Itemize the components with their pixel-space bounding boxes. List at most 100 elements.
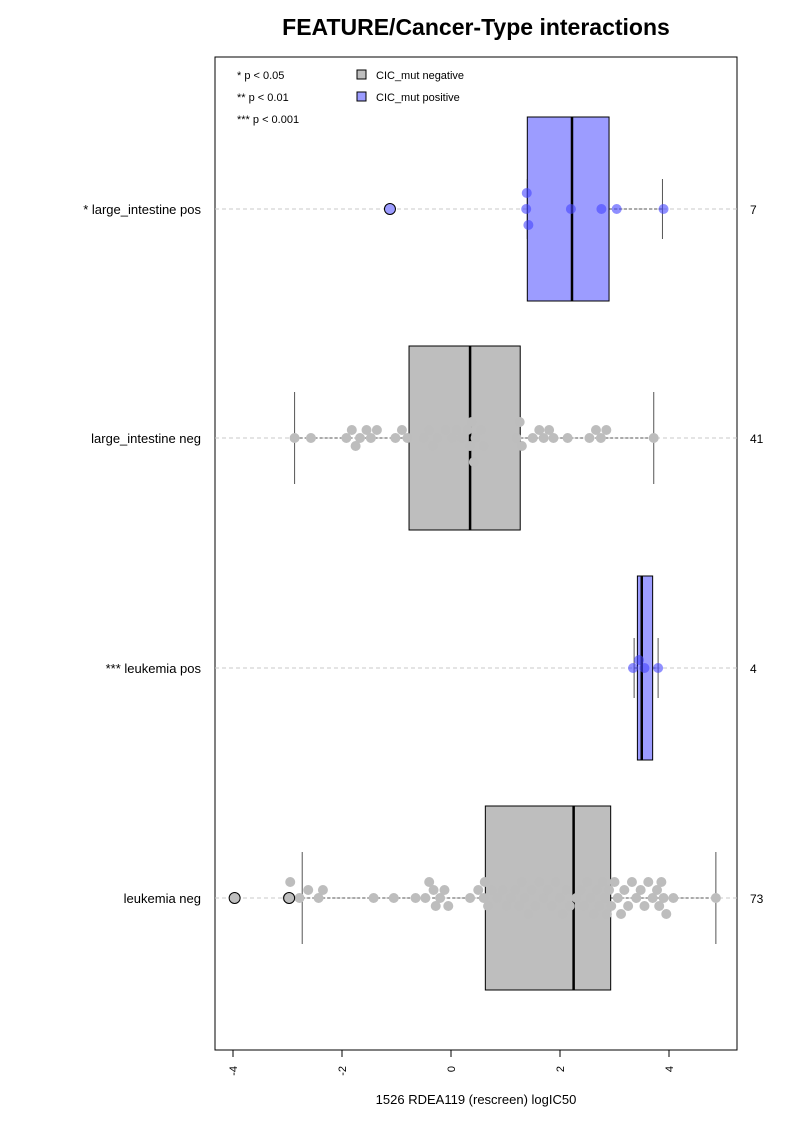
data-point	[505, 893, 516, 903]
data-point	[483, 901, 494, 911]
data-point	[626, 877, 637, 887]
data-point	[530, 901, 541, 911]
data-point	[435, 893, 446, 903]
data-point	[571, 893, 582, 903]
data-point	[601, 909, 612, 919]
data-point	[473, 885, 484, 895]
data-point	[596, 204, 607, 214]
data-point	[550, 877, 561, 887]
data-point	[511, 433, 522, 443]
data-point	[465, 893, 476, 903]
data-point	[440, 425, 451, 435]
outlier-point	[283, 892, 296, 904]
legend-label: CIC_mut positive	[376, 92, 460, 104]
data-point	[456, 433, 467, 443]
data-point	[544, 425, 555, 435]
data-point	[432, 433, 443, 443]
data-point	[584, 433, 595, 443]
data-point	[609, 877, 620, 887]
x-tick-label: 4	[664, 1066, 676, 1072]
data-point	[538, 433, 549, 443]
data-point	[639, 663, 650, 673]
data-point	[462, 425, 473, 435]
data-point	[631, 893, 642, 903]
data-point	[354, 433, 365, 443]
data-point	[585, 893, 596, 903]
x-tick-label: -4	[228, 1066, 240, 1076]
data-point	[611, 204, 622, 214]
data-point	[648, 433, 659, 443]
data-point	[388, 893, 399, 903]
data-point	[575, 885, 586, 895]
data-point	[523, 220, 534, 230]
legend-swatch	[356, 69, 367, 80]
data-point	[635, 885, 646, 895]
data-point	[548, 433, 559, 443]
data-point	[428, 441, 439, 451]
data-point	[604, 885, 615, 895]
data-point	[486, 885, 497, 895]
data-point	[555, 893, 565, 903]
data-point	[396, 425, 407, 435]
data-point	[606, 901, 617, 911]
data-point	[428, 885, 439, 895]
data-point	[597, 877, 608, 887]
data-point	[418, 433, 429, 443]
group-count: 41	[750, 432, 764, 446]
data-point	[294, 893, 305, 903]
group-count: 7	[750, 203, 757, 217]
data-point	[526, 885, 537, 895]
x-axis-label: 1526 RDEA119 (rescreen) logIC50	[375, 1092, 577, 1107]
legend-swatch	[356, 91, 367, 102]
data-point	[365, 433, 376, 443]
group-count: 73	[750, 892, 764, 906]
data-point	[430, 901, 441, 911]
data-point	[653, 663, 664, 673]
data-point	[514, 417, 525, 427]
data-point	[424, 877, 435, 887]
data-point	[475, 425, 486, 435]
data-point	[561, 885, 572, 895]
outlier-point	[228, 892, 241, 904]
data-point	[371, 425, 382, 435]
data-point	[317, 885, 328, 895]
data-point	[562, 433, 573, 443]
data-point	[514, 901, 525, 911]
data-point	[578, 901, 589, 911]
chart-title: FEATURE/Cancer-Type interactions	[282, 14, 670, 40]
significance-legend-item: *** p < 0.001	[237, 114, 299, 126]
data-point	[313, 893, 324, 903]
data-point	[647, 893, 658, 903]
data-point	[303, 885, 314, 895]
data-point	[595, 433, 606, 443]
data-point	[479, 877, 490, 887]
data-point	[492, 893, 503, 903]
data-point	[538, 893, 549, 903]
data-point	[612, 893, 623, 903]
data-point	[451, 425, 462, 435]
data-point	[516, 441, 527, 451]
data-point	[527, 433, 538, 443]
data-point	[439, 885, 450, 895]
data-point	[557, 909, 568, 919]
data-point	[368, 893, 379, 903]
data-point	[592, 885, 603, 895]
group-label: leukemia neg	[124, 891, 201, 906]
x-tick-label: -2	[337, 1066, 349, 1076]
data-point	[516, 877, 527, 887]
group-count: 4	[750, 662, 757, 676]
data-point	[285, 877, 296, 887]
x-tick-label: 2	[555, 1066, 567, 1072]
data-point	[652, 885, 663, 895]
data-point	[478, 893, 489, 903]
data-point	[289, 433, 300, 443]
data-point	[656, 877, 667, 887]
data-point	[658, 204, 669, 214]
data-point	[410, 893, 421, 903]
data-point	[390, 433, 401, 443]
outlier-point	[383, 203, 396, 215]
data-point	[501, 901, 512, 911]
data-point	[601, 425, 612, 435]
data-point	[523, 909, 534, 919]
